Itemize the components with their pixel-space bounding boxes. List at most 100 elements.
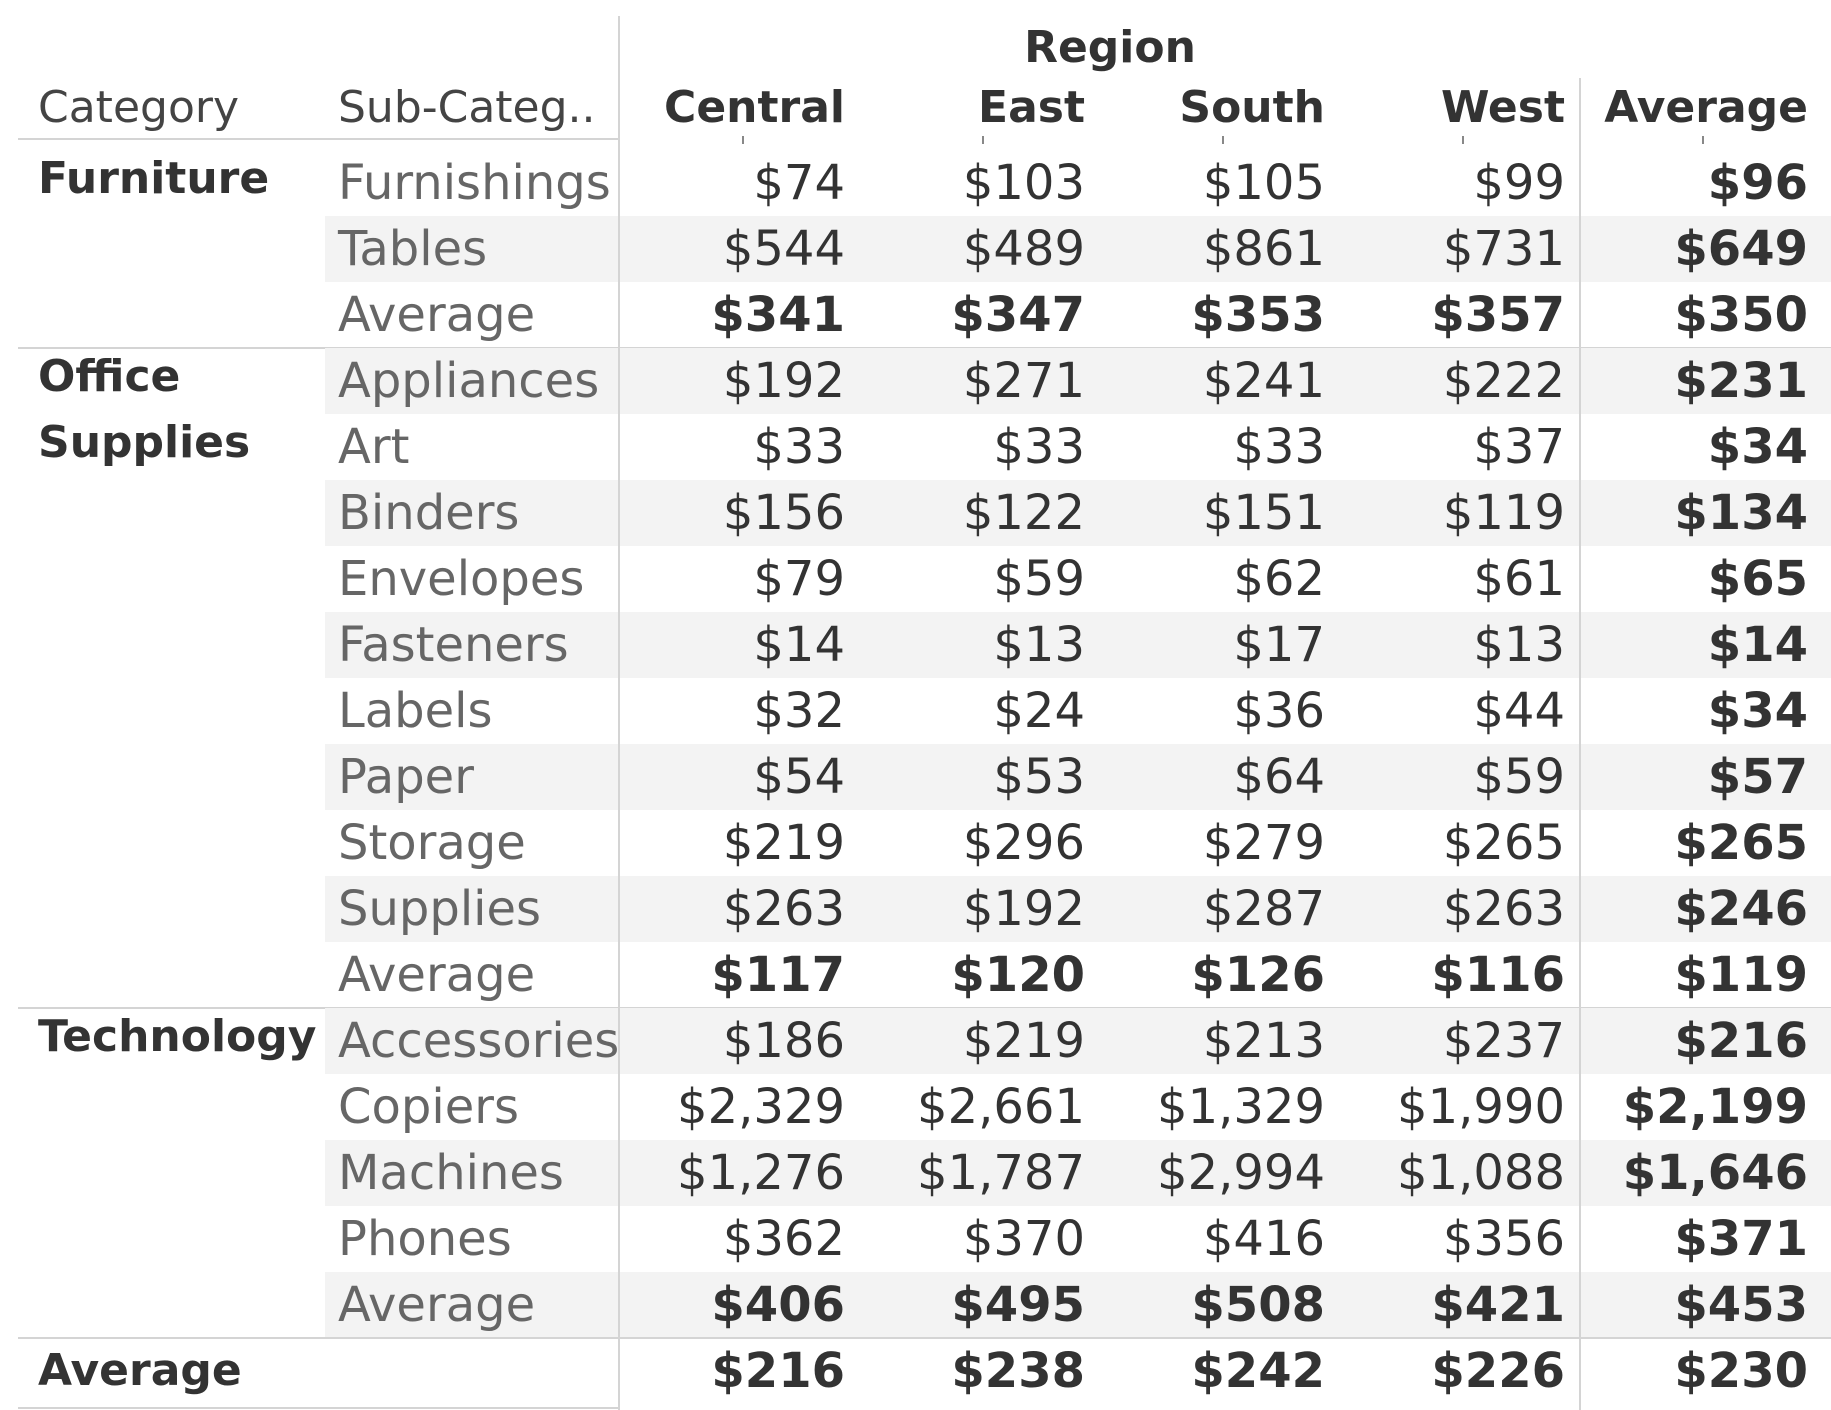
column-tick-east xyxy=(982,136,984,144)
value-cell-central: $362 xyxy=(722,1211,845,1267)
value-cell-east: $271 xyxy=(962,353,1085,409)
column-header-south[interactable]: South xyxy=(1179,82,1325,133)
value-cell-average: $216 xyxy=(1674,1013,1808,1069)
value-cell-south: $36 xyxy=(1233,683,1325,739)
value-cell-central: $32 xyxy=(753,683,845,739)
average-column-divider xyxy=(1579,78,1581,1410)
value-cell-central: $263 xyxy=(722,881,845,937)
value-cell-south: $416 xyxy=(1202,1211,1325,1267)
value-cell-central: $117 xyxy=(711,947,845,1003)
value-cell-central: $544 xyxy=(722,221,845,277)
table-row[interactable]: Copiers $2,329 $2,661 $1,329 $1,990 $2,199 xyxy=(0,1074,1831,1140)
value-cell-east: $53 xyxy=(993,749,1085,805)
table-row[interactable]: Furnishings $74 $103 $105 $99 $96 xyxy=(0,150,1831,216)
value-cell-east: $1,787 xyxy=(917,1145,1085,1201)
value-cell-west: $237 xyxy=(1442,1013,1565,1069)
value-cell-average: $34 xyxy=(1707,683,1808,739)
category-header[interactable]: Category xyxy=(38,82,239,133)
subcategory-label: Storage xyxy=(338,815,526,871)
subcategory-label: Envelopes xyxy=(338,551,585,607)
value-cell-average: $231 xyxy=(1674,353,1808,409)
table-row[interactable]: Art $33 $33 $33 $37 $34 xyxy=(0,414,1831,480)
column-header-east[interactable]: East xyxy=(978,82,1085,133)
value-cell-west: $263 xyxy=(1442,881,1565,937)
value-cell-central: $54 xyxy=(753,749,845,805)
value-cell-east: $122 xyxy=(962,485,1085,541)
table-row[interactable]: Appliances $192 $271 $241 $222 $231 xyxy=(0,348,1831,414)
value-cell-west: $116 xyxy=(1431,947,1565,1003)
value-cell-west: $59 xyxy=(1473,749,1565,805)
subcategory-header[interactable]: Sub-Categ.. xyxy=(338,82,596,133)
value-cell-average: $65 xyxy=(1707,551,1808,607)
category-label[interactable]: Office Supplies xyxy=(38,351,251,468)
subtotal-row[interactable]: Average $406 $495 $508 $421 $453 xyxy=(0,1272,1831,1338)
subtotal-row[interactable]: Average $117 $120 $126 $116 $119 xyxy=(0,942,1831,1008)
value-cell-average: $371 xyxy=(1674,1211,1808,1267)
value-cell-south: $241 xyxy=(1202,353,1325,409)
subtotal-label: Average xyxy=(338,287,536,343)
value-cell-west: $119 xyxy=(1442,485,1565,541)
value-cell-east: $370 xyxy=(962,1211,1085,1267)
value-cell-west: $731 xyxy=(1442,221,1565,277)
column-tick-south xyxy=(1222,136,1224,144)
subcategory-label: Accessories xyxy=(338,1013,620,1069)
table-row[interactable]: Envelopes $79 $59 $62 $61 $65 xyxy=(0,546,1831,612)
grand-total-label: Average xyxy=(38,1345,242,1396)
column-tick-west xyxy=(1462,136,1464,144)
grand-total-central: $216 xyxy=(711,1343,845,1399)
value-cell-west: $99 xyxy=(1473,155,1565,211)
subcategory-label: Copiers xyxy=(338,1079,519,1135)
value-cell-west: $61 xyxy=(1473,551,1565,607)
value-cell-central: $33 xyxy=(753,419,845,475)
grand-total-south: $242 xyxy=(1191,1343,1325,1399)
value-cell-east: $219 xyxy=(962,1013,1085,1069)
subcategory-label: Paper xyxy=(338,749,474,805)
value-cell-central: $14 xyxy=(753,617,845,673)
table-row[interactable]: Phones $362 $370 $416 $356 $371 xyxy=(0,1206,1831,1272)
value-cell-south: $126 xyxy=(1191,947,1325,1003)
subcategory-label: Art xyxy=(338,419,410,475)
value-cell-central: $74 xyxy=(753,155,845,211)
table-row[interactable]: Tables $544 $489 $861 $731 $649 xyxy=(0,216,1831,282)
subcategory-label: Appliances xyxy=(338,353,600,409)
value-cell-east: $296 xyxy=(962,815,1085,871)
table-row[interactable]: Storage $219 $296 $279 $265 $265 xyxy=(0,810,1831,876)
category-label[interactable]: Furniture xyxy=(38,153,270,204)
value-cell-east: $347 xyxy=(951,287,1085,343)
value-cell-west: $37 xyxy=(1473,419,1565,475)
value-cell-east: $103 xyxy=(962,155,1085,211)
value-cell-west: $356 xyxy=(1442,1211,1565,1267)
table-row[interactable]: Paper $54 $53 $64 $59 $57 xyxy=(0,744,1831,810)
category-label[interactable]: Technology xyxy=(38,1011,317,1062)
value-cell-average: $14 xyxy=(1707,617,1808,673)
table-row[interactable]: Fasteners $14 $13 $17 $13 $14 xyxy=(0,612,1831,678)
value-cell-average: $265 xyxy=(1674,815,1808,871)
group-separator-line xyxy=(18,1337,1831,1339)
value-cell-south: $2,994 xyxy=(1157,1145,1325,1201)
value-cell-average: $119 xyxy=(1674,947,1808,1003)
subcategory-label: Tables xyxy=(338,221,488,277)
value-cell-south: $213 xyxy=(1202,1013,1325,1069)
value-cell-average: $2,199 xyxy=(1622,1079,1808,1135)
value-cell-south: $151 xyxy=(1202,485,1325,541)
table-row[interactable]: Supplies $263 $192 $287 $263 $246 xyxy=(0,876,1831,942)
table-row[interactable]: Binders $156 $122 $151 $119 $134 xyxy=(0,480,1831,546)
value-cell-average: $134 xyxy=(1674,485,1808,541)
table-row[interactable]: Machines $1,276 $1,787 $2,994 $1,088 $1,646 xyxy=(0,1140,1831,1206)
value-cell-south: $508 xyxy=(1191,1277,1325,1333)
value-cell-west: $44 xyxy=(1473,683,1565,739)
column-header-west[interactable]: West xyxy=(1440,82,1565,133)
header-divider-line xyxy=(618,16,620,1410)
header-bottom-line xyxy=(18,138,618,140)
grand-total-row[interactable]: Average $216 $238 $242 $226 $230 xyxy=(0,1338,1831,1404)
value-cell-average: $350 xyxy=(1674,287,1808,343)
value-cell-east: $33 xyxy=(993,419,1085,475)
table-row[interactable]: Labels $32 $24 $36 $44 $34 xyxy=(0,678,1831,744)
column-header-central[interactable]: Central xyxy=(664,82,845,133)
value-cell-east: $120 xyxy=(951,947,1085,1003)
subtotal-row[interactable]: Average $341 $347 $353 $357 $350 xyxy=(0,282,1831,348)
value-cell-west: $222 xyxy=(1442,353,1565,409)
column-header-average[interactable]: Average xyxy=(1604,82,1808,133)
value-cell-central: $406 xyxy=(711,1277,845,1333)
